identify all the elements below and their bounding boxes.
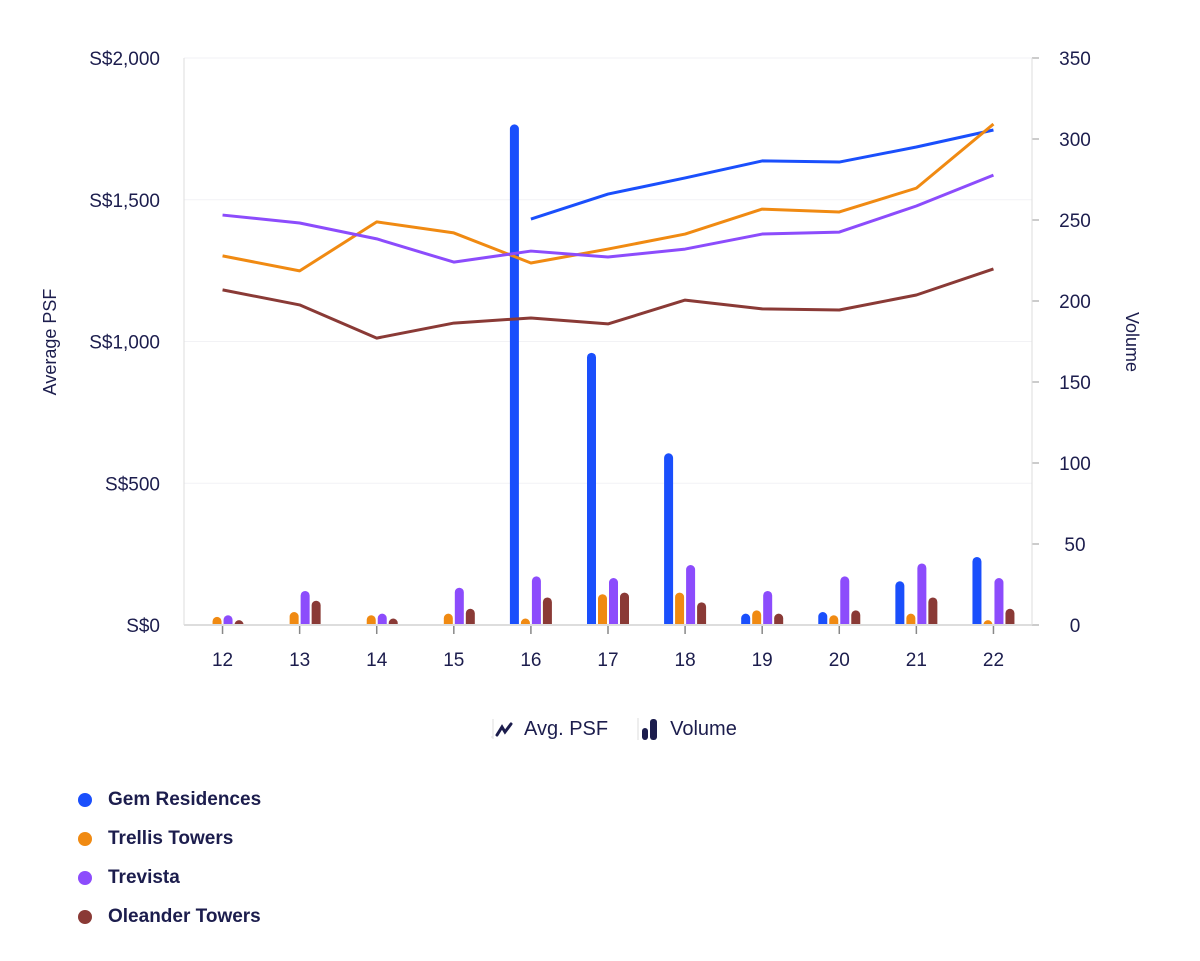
chart-type-legend: Avg. PSF Volume [490,716,737,742]
volume-bar-oleander-towers [388,618,398,625]
volume-bar-trevista [377,613,387,625]
volume-bar-oleander-towers [465,608,475,625]
volume-bar-trellis-towers [366,615,376,625]
volume-bar-oleander-towers [542,597,552,625]
x-tick-label: 16 [520,650,541,671]
chart: S$0 S$500 S$1,000 S$1,500 S$2,000 0 50 100 150 20… [40,49,1142,671]
volume-bar-gem-residences [509,124,519,625]
left-tick-label: S$2,000 [89,49,160,70]
right-tick-label: 350 [1059,49,1091,70]
volume-bar-trellis-towers [598,594,607,625]
volume-bar-trellis-towers [829,615,839,625]
volume-bar-trellis-towers [675,592,685,625]
volume-bar-gem-residences [587,352,596,625]
legend-volume[interactable]: Volume [636,716,737,742]
left-axis-label: Average PSF [40,289,60,396]
x-tick-label: 21 [906,650,927,671]
x-tick-label: 14 [366,650,388,671]
series-dot-icon [78,792,92,807]
volume-bar-oleander-towers [697,602,707,625]
volume-bar-gem-residences [664,453,674,625]
volume-bar-oleander-towers [311,600,321,625]
legend-avg-psf-label: Avg. PSF [524,717,609,740]
left-tick-label: S$500 [105,474,160,495]
volume-bar-trevista [763,590,773,625]
volume-bar-trevista [686,565,696,625]
volume-bar-trevista [609,578,618,625]
volume-bar-gem-residences [741,613,751,625]
x-tick-label: 17 [597,650,618,671]
volume-bar-trevista [300,590,310,625]
volume-bar-trellis-towers [443,613,453,625]
volume-bar-oleander-towers [620,592,629,625]
series-legend-label: Trellis Towers [108,827,234,849]
right-tick-label: 150 [1059,373,1091,394]
series-legend-label: Gem Residences [108,788,262,810]
volume-bar-trellis-towers [289,612,299,625]
left-tick-label: S$1,500 [89,191,160,212]
x-tick-label: 15 [443,650,464,671]
volume-bar-gem-residences [895,581,905,625]
volume-bar-oleander-towers [1005,608,1015,625]
series-legend-item[interactable]: Oleander Towers [78,897,261,936]
series-legend-label: Trevista [108,866,180,888]
volume-bar-oleander-towers [928,597,938,625]
volume-bar-trellis-towers [983,620,993,625]
psf-line-trevista [222,173,995,264]
series-legend-label: Oleander Towers [108,905,261,927]
series-legend-item[interactable]: Trellis Towers [78,819,261,858]
volume-bar-trevista [994,578,1004,625]
x-tick-label: 20 [829,650,850,671]
volume-bar-trellis-towers [520,618,530,625]
volume-bar-trellis-towers [906,613,916,625]
volume-bar-trevista [840,576,850,625]
right-tick-label: 250 [1059,211,1091,232]
right-tick-label: 50 [1064,535,1085,556]
psf-line-gem-residences [530,128,994,221]
series-dot-icon [78,831,92,846]
right-tick-label: 200 [1059,292,1091,313]
right-tick-label: 300 [1059,130,1091,151]
series-legend-item[interactable]: Trevista [78,858,261,897]
legend-volume-label: Volume [670,717,737,740]
x-tick-label: 12 [212,650,233,671]
right-tick-label: 0 [1070,616,1081,637]
right-axis-label: Volume [1122,312,1142,372]
x-tick-label: 13 [289,650,310,671]
left-tick-label: S$0 [126,616,160,637]
volume-bar-trevista [531,576,541,625]
right-tick-label: 100 [1059,454,1091,475]
volume-bar-gem-residences [972,556,982,625]
volume-bar-trellis-towers [752,610,762,625]
volume-bar-oleander-towers [234,620,244,625]
volume-bar-oleander-towers [774,613,784,625]
x-tick-label: 19 [752,650,773,671]
x-tick-label: 18 [675,650,696,671]
series-legend-item[interactable]: Gem Residences [78,780,261,819]
series-dot-icon [78,909,92,924]
x-tick-label: 22 [983,650,1004,671]
volume-bar-gem-residences [818,612,828,625]
psf-line-oleander-towers [222,267,994,340]
volume-bar-trellis-towers [212,616,222,625]
volume-bar-oleander-towers [851,610,861,625]
psf-line-trellis-towers [222,122,995,273]
series-legend: Gem Residences Trellis Towers Trevista Olea… [78,780,261,936]
line-chart-icon [491,719,513,739]
left-tick-label: S$1,000 [89,333,160,354]
volume-bar-trevista [917,563,927,625]
series-dot-icon [78,870,92,885]
volume-bar-trevista [454,587,464,625]
legend-avg-psf[interactable]: Avg. PSF [490,716,608,742]
volume-bar-trevista [223,615,233,625]
bar-chart-icon [637,718,658,740]
